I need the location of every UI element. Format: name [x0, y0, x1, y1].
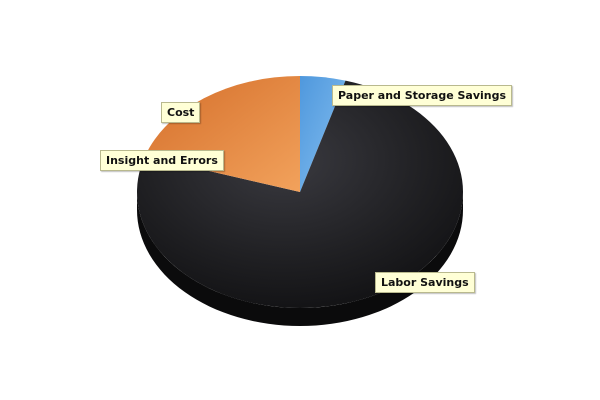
slice-label-insight-and-errors: Insight and Errors [100, 150, 224, 171]
slice-labor-savings [136, 80, 463, 309]
slice-label-cost: Cost [161, 102, 201, 123]
slice-label-paper-and-storage-savings: Paper and Storage Savings [332, 85, 513, 106]
slice-label-labor-savings: Labor Savings [375, 272, 475, 293]
